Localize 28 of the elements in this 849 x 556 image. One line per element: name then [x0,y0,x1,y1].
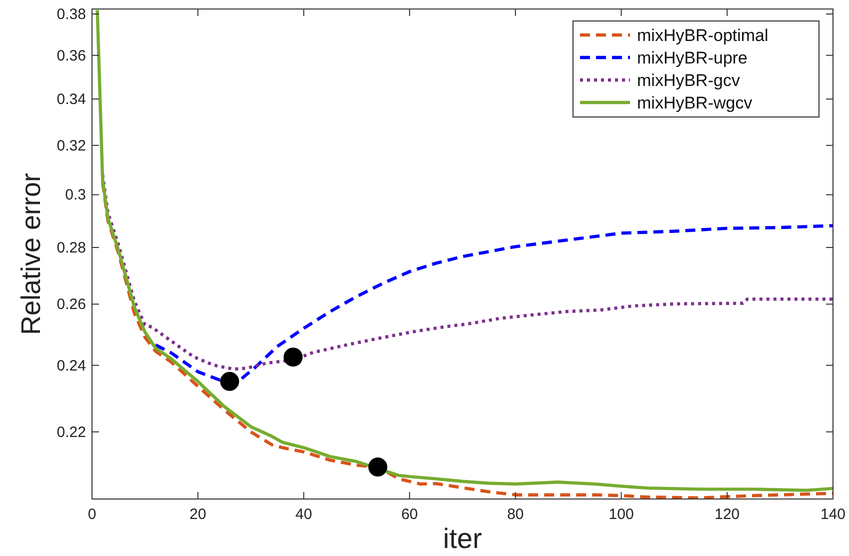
legend-label: mixHyBR-wgcv [637,94,753,112]
y-tick-label: 0.22 [56,424,86,441]
y-tick-label: 0.34 [56,91,86,108]
legend-label: mixHyBR-optimal [637,26,768,45]
x-tick-label: 140 [820,506,846,523]
y-tick-label: 0.28 [56,239,86,256]
y-tick-label: 0.24 [56,357,86,374]
point [220,372,240,391]
x-tick-label: 60 [401,506,418,523]
y-tick-label: 0.3 [65,186,86,204]
y-axis-title: Relative error [16,172,46,336]
line-series [96,9,833,492]
point [368,458,388,477]
x-tick-label: 0 [88,506,96,523]
x-tick-label: 20 [190,506,206,523]
y-tick-label: 0.26 [56,296,86,314]
x-axis-title: iter [443,523,482,554]
x-tick-label: 100 [608,506,634,523]
x-tick-label: 120 [714,506,740,523]
x-tick-label: 80 [507,506,524,523]
legend-label: mixHyBR-gcv [637,71,740,90]
y-tick-label: 0.38 [56,6,86,24]
line-series [100,180,833,499]
y-tick-label: 0.36 [56,47,86,64]
legend-label: mixHyBR-upre [637,48,748,68]
y-tick-label: 0.32 [56,137,86,154]
x-tick-label: 40 [295,506,312,523]
point [284,348,303,367]
